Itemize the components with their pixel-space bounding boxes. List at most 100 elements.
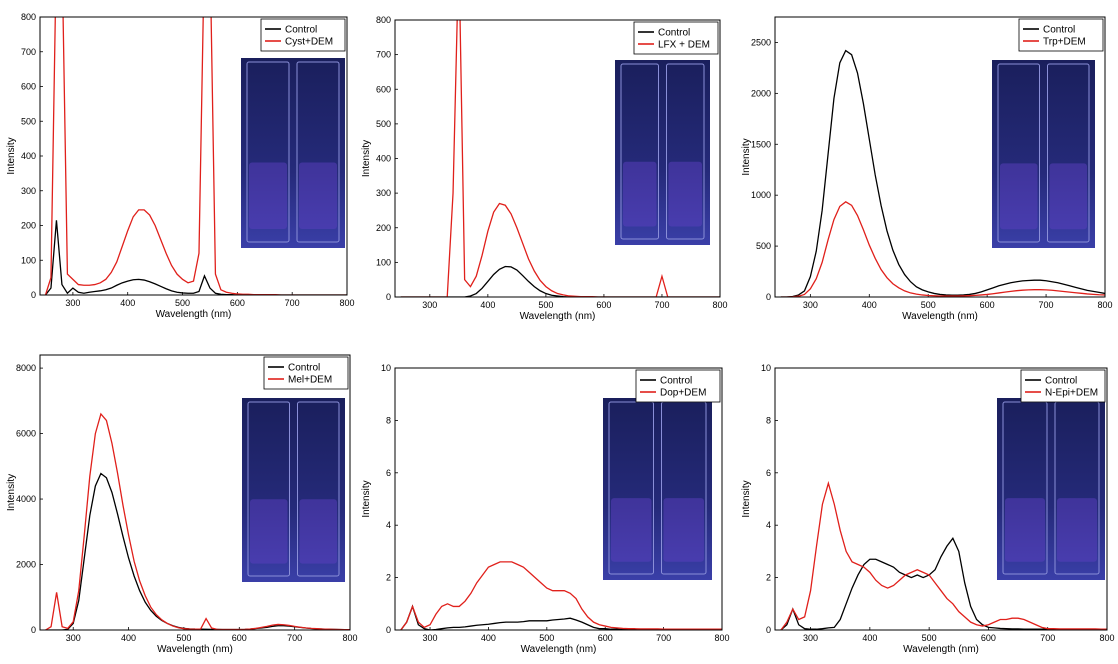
y-tick-label: 500	[756, 241, 771, 251]
y-tick-label: 100	[21, 255, 36, 265]
series-line	[400, 20, 720, 297]
y-tick-label: 2500	[751, 37, 771, 47]
legend-label: Mel+DEM	[288, 375, 332, 386]
y-tick-label: 6	[766, 468, 771, 478]
x-tick-label: 300	[65, 298, 80, 308]
x-tick-label: 300	[423, 633, 438, 643]
y-tick-label: 800	[376, 15, 391, 25]
y-axis-title: Intensity	[741, 480, 752, 517]
y-tick-label: 800	[21, 12, 36, 22]
cuvette	[246, 61, 290, 243]
cuvette-glow	[250, 499, 288, 564]
y-tick-label: 2	[386, 573, 391, 583]
y-tick-label: 6	[386, 468, 391, 478]
x-tick-label: 600	[230, 298, 245, 308]
x-tick-label: 400	[862, 633, 877, 643]
y-tick-label: 0	[31, 625, 36, 635]
cuvette	[608, 401, 654, 575]
cuvette-glow	[663, 498, 704, 562]
legend-label: Control	[658, 28, 690, 39]
x-tick-label: 500	[175, 298, 190, 308]
x-tick-label: 300	[422, 300, 437, 310]
cuvette	[297, 401, 340, 577]
cuvette-glow	[668, 161, 702, 227]
series-line	[44, 220, 347, 295]
series-line	[44, 17, 347, 295]
cuvette-glow	[623, 161, 657, 227]
cuvette	[997, 63, 1040, 243]
y-tick-label: 300	[376, 188, 391, 198]
x-axis-title: Wavelength (nm)	[520, 311, 596, 322]
y-tick-label: 400	[376, 154, 391, 164]
y-axis-title: Intensity	[741, 138, 752, 175]
x-axis-title: Wavelength (nm)	[157, 644, 233, 655]
x-tick-label: 400	[481, 633, 496, 643]
panel: 0 2000 4000 6000 8000 300 400 500 600 700 800 Wavel…	[6, 354, 358, 655]
y-tick-label: 0	[386, 292, 391, 302]
cuvette-glow	[611, 498, 652, 562]
x-tick-label: 800	[714, 633, 729, 643]
x-tick-label: 600	[232, 633, 247, 643]
x-tick-label: 500	[921, 300, 936, 310]
series-line	[780, 480, 1107, 630]
x-tick-label: 500	[922, 633, 937, 643]
y-tick-label: 200	[376, 223, 391, 233]
y-tick-label: 1000	[751, 190, 771, 200]
series-line	[780, 49, 1105, 297]
legend-box	[263, 356, 349, 390]
series-line	[780, 201, 1105, 297]
y-tick-label: 0	[766, 292, 771, 302]
y-tick-label: 8	[766, 415, 771, 425]
legend-label: N-Epi+DEM	[1045, 388, 1098, 399]
x-tick-label: 700	[654, 300, 669, 310]
cuvette	[1047, 63, 1090, 243]
x-tick-label: 400	[862, 300, 877, 310]
y-tick-label: 500	[21, 116, 36, 126]
y-tick-label: 0	[31, 290, 36, 300]
panel: 0 2 4 6 8 10 300 400 500 600 700 800 Wavelength (nm)…	[361, 363, 730, 655]
legend-label: Control	[1045, 376, 1077, 387]
legend-box	[633, 21, 719, 55]
y-tick-label: 1500	[751, 139, 771, 149]
y-axis-title: Intensity	[361, 480, 372, 517]
legend-label: Control	[288, 363, 320, 374]
plot-frame	[394, 19, 721, 298]
legend-box	[635, 369, 721, 403]
y-tick-label: 4	[386, 520, 391, 530]
y-tick-label: 2000	[751, 88, 771, 98]
cuvette-glow	[299, 162, 337, 229]
legend-box	[260, 18, 346, 52]
legend-label: Dop+DEM	[660, 388, 706, 399]
cuvette	[666, 63, 705, 240]
legend-label: Control	[660, 376, 692, 387]
x-tick-label: 800	[342, 633, 357, 643]
y-tick-label: 300	[21, 186, 36, 196]
series-line	[45, 412, 350, 630]
x-tick-label: 700	[285, 298, 300, 308]
cuvette-glow	[1049, 163, 1087, 230]
y-tick-label: 4000	[16, 494, 36, 504]
x-tick-label: 400	[480, 300, 495, 310]
panel: 0 100 200 300 400 500 600 700 800 300 400 500 600 700…	[361, 15, 728, 322]
plot-frame	[774, 16, 1106, 298]
legend-label: Control	[285, 25, 317, 36]
series-line	[400, 561, 722, 630]
x-tick-label: 300	[803, 300, 818, 310]
x-tick-label: 800	[712, 300, 727, 310]
x-tick-label: 500	[539, 633, 554, 643]
cuvette-glow	[1005, 498, 1045, 562]
legend-box	[1018, 18, 1104, 52]
y-tick-label: 400	[21, 151, 36, 161]
x-tick-label: 400	[121, 633, 136, 643]
x-axis-title: Wavelength (nm)	[902, 311, 978, 322]
y-tick-label: 200	[21, 221, 36, 231]
cuvette-glow	[1000, 163, 1038, 230]
y-tick-label: 100	[376, 257, 391, 267]
x-tick-label: 600	[980, 300, 995, 310]
legend-label: Cyst+DEM	[285, 37, 333, 48]
x-tick-label: 700	[656, 633, 671, 643]
x-tick-label: 800	[339, 298, 354, 308]
cuvette-glow	[299, 499, 337, 564]
plot-frame	[39, 354, 351, 631]
plot-frame	[394, 367, 723, 631]
